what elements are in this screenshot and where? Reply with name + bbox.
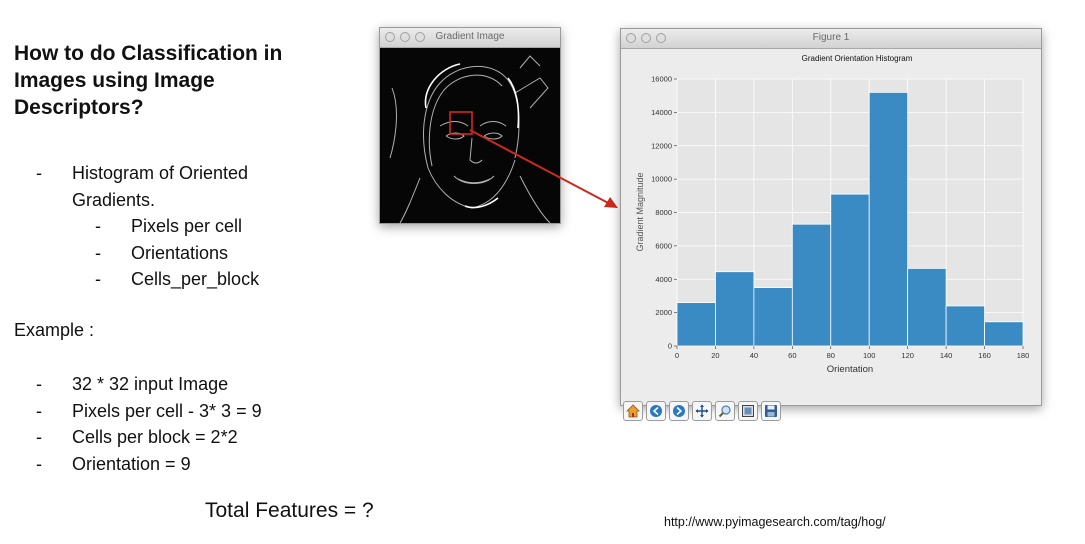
forward-arrow-icon[interactable] — [669, 401, 689, 421]
x-tick-label: 140 — [940, 351, 953, 360]
bullet-dash: - — [95, 242, 101, 263]
y-tick-label: 8000 — [655, 208, 672, 217]
histogram-bar — [945, 305, 985, 347]
gradient-image — [380, 48, 560, 223]
save-icon[interactable] — [761, 401, 781, 421]
window-titlebar[interactable]: Figure 1 — [621, 29, 1041, 49]
window-title: Gradient Image — [435, 31, 505, 42]
bullet-text: Orientations — [131, 242, 229, 263]
example-text: Pixels per cell - 3* 3 = 9 — [72, 400, 262, 421]
bullet-dash: - — [36, 374, 42, 394]
example-label: Example : — [14, 320, 95, 340]
window-title: Figure 1 — [812, 32, 850, 43]
slide-title: How to do Classification in Images using… — [14, 42, 283, 119]
source-link[interactable]: http://www.pyimagesearch.com/tag/hog/ — [664, 515, 886, 529]
example-item: - Pixels per cell - 3* 3 = 9 — [36, 398, 262, 425]
zoom-window-icon[interactable] — [415, 32, 425, 42]
x-tick-label: 80 — [827, 351, 835, 360]
histogram-bar — [676, 302, 716, 347]
x-tick-label: 60 — [788, 351, 796, 360]
total-features-question: Total Features = ? — [205, 499, 374, 522]
bullet-cells-per-block: - Cells_per_block — [36, 266, 322, 293]
bullet-text: Histogram of Oriented Gradients. — [72, 163, 249, 210]
x-tick-label: 100 — [863, 351, 876, 360]
y-tick-label: 2000 — [655, 308, 672, 317]
window-titlebar[interactable]: Gradient Image — [380, 28, 560, 48]
example-text: 32 * 32 input Image — [72, 374, 229, 394]
bullet-dash: - — [95, 269, 101, 289]
figure-toolbar — [623, 401, 781, 421]
example-item: - Orientation = 9 — [36, 451, 262, 478]
example-text: Cells per block = 2*2 — [72, 427, 238, 447]
histogram-bar — [868, 91, 909, 347]
y-tick-label: 12000 — [651, 141, 672, 150]
histogram-bar — [907, 268, 947, 347]
back-arrow-icon[interactable] — [646, 401, 666, 421]
x-axis-label: Orientation — [827, 364, 873, 375]
bullet-dash: - — [36, 427, 42, 447]
y-axis-label: Gradient Magnitude — [635, 172, 645, 251]
y-tick-label: 16000 — [651, 75, 672, 84]
bullet-dash: - — [95, 216, 101, 236]
y-tick-label: 14000 — [651, 108, 672, 117]
bullet-dash: - — [36, 453, 42, 474]
zoom-window-icon[interactable] — [656, 33, 666, 43]
y-tick-label: 10000 — [651, 175, 672, 184]
x-tick-label: 40 — [750, 351, 758, 360]
chart-title: Gradient Orientation Histogram — [802, 54, 913, 63]
close-icon[interactable] — [626, 33, 636, 43]
bullet-text: Pixels per cell — [131, 216, 243, 236]
bullet-hog: - Histogram of Oriented Gradients. — [36, 160, 322, 213]
figure-window: Figure 1 Gradient Orientation Histogram … — [620, 28, 1042, 421]
minimize-icon[interactable] — [400, 32, 410, 42]
example-list: - 32 * 32 input Image - Pixels per cell … — [36, 371, 262, 477]
example-text: Orientation = 9 — [72, 453, 191, 474]
y-tick-label: 0 — [668, 342, 672, 351]
x-tick-label: 160 — [978, 351, 991, 360]
bullet-dash: - — [36, 400, 42, 421]
pan-icon[interactable] — [692, 401, 712, 421]
gradient-image-window: Gradient Image — [379, 27, 561, 224]
minimize-icon[interactable] — [641, 33, 651, 43]
x-tick-label: 0 — [675, 351, 679, 360]
bullet-list: - Histogram of Oriented Gradients. - Pix… — [36, 160, 322, 293]
x-tick-label: 20 — [711, 351, 719, 360]
gradient-edges-image — [380, 48, 560, 223]
bullet-dash: - — [36, 163, 42, 183]
histogram-bar — [830, 193, 870, 347]
example-item: - Cells per block = 2*2 — [36, 424, 262, 451]
histogram-bar — [715, 271, 755, 347]
y-tick-label: 4000 — [655, 275, 672, 284]
histogram-chart: Gradient Orientation Histogram 0 20 40 60 80… — [635, 54, 1030, 375]
close-icon[interactable] — [385, 32, 395, 42]
y-tick-label: 6000 — [655, 241, 672, 250]
example-item: - 32 * 32 input Image — [36, 371, 262, 398]
histogram-bar — [753, 287, 793, 347]
bullet-orientations: - Orientations — [36, 240, 322, 267]
zoom-icon[interactable] — [715, 401, 735, 421]
bullet-pixels-per-cell: - Pixels per cell — [36, 213, 322, 240]
selected-cell-box — [449, 111, 473, 135]
subplots-config-icon[interactable] — [738, 401, 758, 421]
x-tick-label: 180 — [1017, 351, 1030, 360]
histogram-bar — [791, 223, 832, 347]
bullet-text: Cells_per_block — [131, 269, 260, 289]
home-icon[interactable] — [623, 401, 643, 421]
histogram-bar — [984, 321, 1024, 347]
figure-canvas: Gradient Orientation Histogram 0 20 40 60 80… — [621, 49, 1041, 421]
x-tick-label: 120 — [901, 351, 914, 360]
